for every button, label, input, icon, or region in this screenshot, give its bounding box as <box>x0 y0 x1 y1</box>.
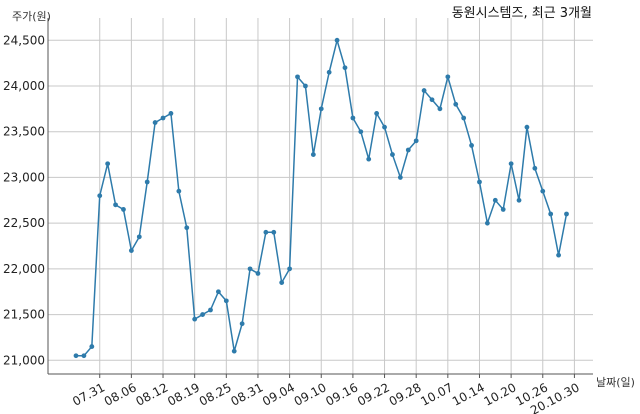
data-point <box>421 88 427 93</box>
data-point <box>263 229 269 235</box>
data-point <box>287 266 293 272</box>
data-point <box>540 188 546 194</box>
data-point <box>113 202 118 208</box>
y-axis-title: 주가(원) <box>12 10 51 23</box>
data-point <box>492 197 498 203</box>
data-point <box>484 220 490 226</box>
data-point <box>437 106 443 112</box>
data-point <box>271 229 277 235</box>
x-tick-label: 09.22 <box>355 380 392 408</box>
data-point <box>524 124 530 130</box>
data-point <box>429 97 435 103</box>
x-tick-label: 08.12 <box>134 380 171 408</box>
y-tick-label: 21,000 <box>3 353 45 367</box>
x-tick-label: 09.16 <box>323 380 360 408</box>
x-tick-label: 09.10 <box>292 380 329 408</box>
data-point <box>500 207 506 212</box>
chart-title: 동원시스템즈, 최근 3개월 <box>452 6 592 21</box>
y-axis-ticks: 21,000 21,500 22,000 22,500 23,000 23,500 24,0… <box>3 33 45 367</box>
data-point <box>334 37 340 43</box>
data-point <box>397 175 403 180</box>
data-point <box>326 69 332 75</box>
x-tick-label: 07.31 <box>70 380 107 408</box>
data-point <box>144 179 150 185</box>
x-tick-label: 08.19 <box>165 380 202 408</box>
data-point <box>192 316 198 322</box>
data-point <box>445 74 451 80</box>
x-tick-label: 09.28 <box>387 380 424 408</box>
data-point <box>461 115 467 121</box>
x-tick-label: 08.25 <box>197 380 234 408</box>
y-tick-label: 22,500 <box>3 216 45 230</box>
data-point <box>160 115 166 121</box>
x-axis-title: 날짜(일) <box>596 375 635 389</box>
x-tick-label: 10.14 <box>450 380 487 408</box>
data-point <box>405 147 411 153</box>
data-point <box>318 106 324 112</box>
data-point <box>564 211 569 217</box>
x-tick-label: 10.20 <box>482 380 519 408</box>
data-point <box>358 129 364 135</box>
data-point <box>223 298 229 304</box>
x-tick-label: 08.31 <box>228 380 265 408</box>
y-tick-label: 23,000 <box>3 170 45 184</box>
data-point <box>231 348 237 354</box>
data-point <box>239 321 245 327</box>
data-point <box>128 248 134 253</box>
y-tick-label: 24,500 <box>3 33 45 47</box>
data-point <box>152 120 158 125</box>
data-point <box>532 165 538 171</box>
grid-lines <box>48 18 593 374</box>
data-point <box>136 234 142 240</box>
data-point <box>508 161 514 167</box>
y-tick-label: 24,000 <box>3 79 45 93</box>
data-point <box>390 152 395 157</box>
data-point <box>516 197 522 203</box>
data-point <box>295 74 300 80</box>
data-point <box>374 111 380 116</box>
data-point <box>382 124 387 130</box>
data-point <box>105 161 111 167</box>
data-point <box>184 225 190 231</box>
data-point <box>469 143 474 148</box>
data-point <box>121 207 126 212</box>
data-point <box>208 307 213 313</box>
data-point <box>413 138 419 144</box>
data-point <box>89 344 95 349</box>
data-point <box>342 65 348 71</box>
price-series-points <box>73 37 569 359</box>
data-point <box>255 271 261 276</box>
axes <box>47 18 593 378</box>
data-point <box>81 353 87 359</box>
y-tick-label: 21,500 <box>3 308 45 322</box>
data-point <box>73 353 79 359</box>
data-point <box>216 289 221 295</box>
data-point <box>176 188 182 194</box>
data-point <box>247 266 253 272</box>
data-point <box>350 115 356 121</box>
data-point <box>279 280 285 285</box>
x-tick-label: 08.06 <box>102 380 139 408</box>
data-point <box>453 101 459 107</box>
data-point <box>303 83 308 89</box>
data-point <box>477 179 482 185</box>
data-point <box>200 312 205 317</box>
data-point <box>366 156 372 162</box>
data-point <box>556 252 561 258</box>
data-point <box>168 111 174 116</box>
x-axis-ticks: 07.3108.0608.1208.1908.2508.3109.0409.10… <box>70 380 582 414</box>
data-point <box>548 211 554 217</box>
x-tick-label: 09.04 <box>260 380 297 408</box>
y-tick-label: 23,500 <box>3 125 45 139</box>
y-tick-label: 22,000 <box>3 262 45 276</box>
data-point <box>97 193 103 199</box>
data-point <box>310 152 316 157</box>
x-tick-label: 10.07 <box>418 380 455 408</box>
